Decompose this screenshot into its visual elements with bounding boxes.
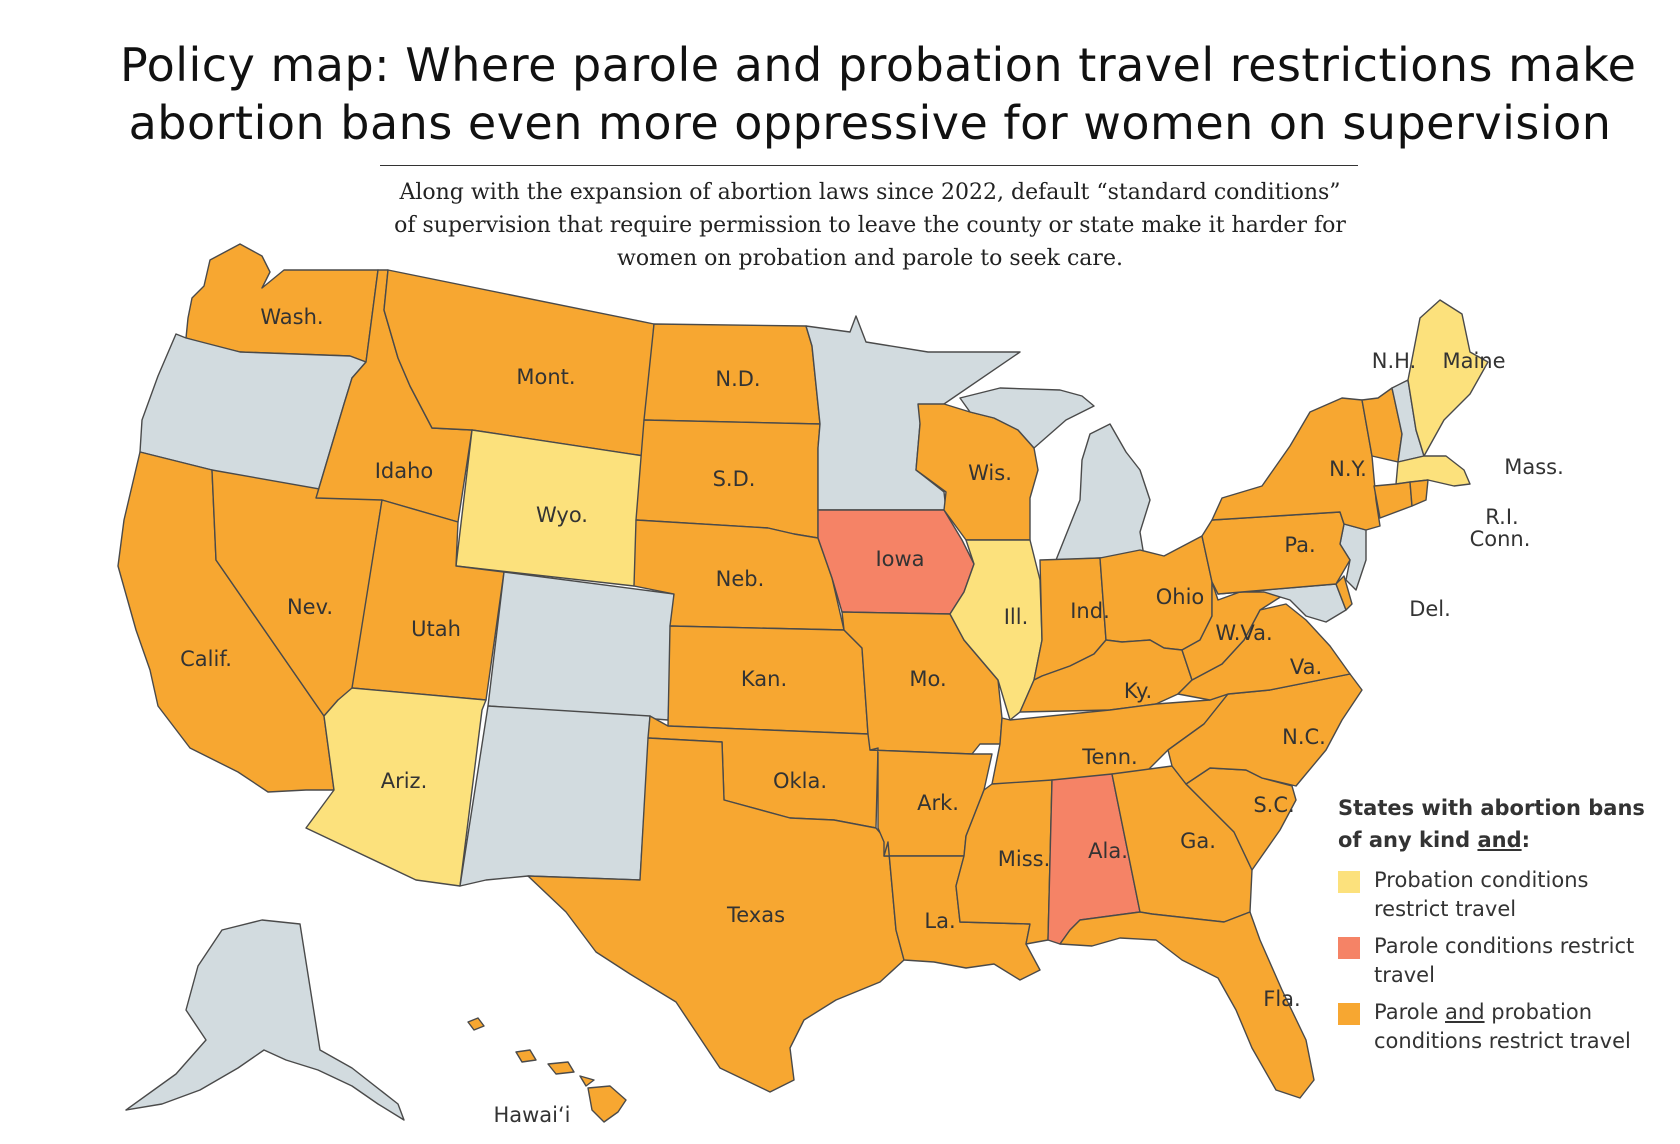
subtitle-line-3: women on probation and parole to seek ca… xyxy=(617,246,1123,271)
subtitle-line-2: of supervision that require permission t… xyxy=(394,213,1346,238)
title-line-2: abortion bans even more oppressive for w… xyxy=(128,96,1612,150)
state-neb xyxy=(633,519,845,631)
label-ri: R.I. xyxy=(1485,505,1518,529)
legend-label-both-part-a: Parole xyxy=(1374,1000,1446,1024)
label-ky: Ky. xyxy=(1124,679,1152,703)
label-nd: N.D. xyxy=(715,367,760,391)
label-wis: Wis. xyxy=(968,461,1012,485)
label-kan: Kan. xyxy=(741,667,787,691)
legend-label-parole-line-2: travel xyxy=(1374,963,1435,987)
label-ariz: Ariz. xyxy=(381,769,428,793)
label-la: La. xyxy=(924,909,955,933)
label-iowa: Iowa xyxy=(875,547,924,571)
legend-label-probation-line-2: restrict travel xyxy=(1374,897,1517,921)
page-title: Policy map: Where parole and probation t… xyxy=(120,36,1637,152)
label-wyo: Wyo. xyxy=(536,503,588,527)
legend-title-colon: : xyxy=(1521,828,1531,852)
label-ark: Ark. xyxy=(917,791,959,815)
label-ill: Ill. xyxy=(1004,605,1029,629)
label-ala: Ala. xyxy=(1088,839,1128,863)
label-sc: S.C. xyxy=(1253,793,1294,817)
label-idaho: Idaho xyxy=(375,459,434,483)
state-alaska xyxy=(125,919,405,1121)
state-ariz xyxy=(305,687,487,887)
legend: States with abortion bans of any kind an… xyxy=(1338,792,1668,1064)
subtitle: Along with the expansion of abortion law… xyxy=(360,176,1380,275)
legend-swatch-probation xyxy=(1338,871,1360,893)
label-ga: Ga. xyxy=(1180,829,1216,853)
state-texas xyxy=(527,737,905,1093)
legend-label-both-line-2: conditions restrict travel xyxy=(1374,1029,1631,1053)
legend-swatch-parole xyxy=(1338,937,1360,959)
legend-item-probation: Probation conditions restrict travel xyxy=(1338,866,1668,924)
label-nc: N.C. xyxy=(1282,725,1326,749)
state-nm xyxy=(459,705,651,887)
legend-title: States with abortion bans of any kind an… xyxy=(1338,792,1668,856)
state-labels: Wash. Mont. N.D. Idaho Wyo. S.D. Nev. Ut… xyxy=(180,305,1564,1127)
state-wash xyxy=(185,243,379,363)
title-line-1: Policy map: Where parole and probation t… xyxy=(120,38,1637,92)
label-hawaii: Hawai‘i xyxy=(493,1103,570,1127)
state-maine xyxy=(1407,299,1489,457)
label-mo: Mo. xyxy=(909,667,946,691)
label-wash: Wash. xyxy=(260,305,323,329)
label-va: Va. xyxy=(1290,655,1322,679)
label-mass: Mass. xyxy=(1504,455,1564,479)
state-conn xyxy=(1373,481,1413,519)
legend-title-line-2: of any kind xyxy=(1338,828,1478,852)
label-miss: Miss. xyxy=(998,847,1051,871)
label-nh: N.H. xyxy=(1372,349,1416,373)
label-ind: Ind. xyxy=(1070,599,1110,623)
label-utah: Utah xyxy=(411,617,461,641)
legend-item-parole: Parole conditions restrict travel xyxy=(1338,932,1668,990)
legend-swatch-both xyxy=(1338,1003,1360,1025)
state-pa xyxy=(1201,511,1351,595)
label-nev: Nev. xyxy=(287,595,333,619)
legend-label-both-part-b: probation xyxy=(1484,1000,1593,1024)
legend-title-line-1: States with abortion bans xyxy=(1338,796,1645,820)
state-hawaii xyxy=(467,1017,627,1123)
label-okla: Okla. xyxy=(773,769,827,793)
legend-label-both-and: and xyxy=(1445,1000,1485,1024)
label-wva: W.Va. xyxy=(1215,621,1272,645)
legend-title-and: and xyxy=(1477,828,1522,852)
legend-label-probation-line-1: Probation conditions xyxy=(1374,868,1589,892)
state-ri xyxy=(1409,479,1429,507)
label-ny: N.Y. xyxy=(1329,457,1367,481)
state-fla xyxy=(1059,911,1315,1099)
label-fla: Fla. xyxy=(1263,987,1300,1011)
label-del: Del. xyxy=(1409,597,1451,621)
label-pa: Pa. xyxy=(1284,533,1315,557)
state-del xyxy=(1335,575,1353,611)
state-shapes xyxy=(117,243,1489,1123)
label-conn: Conn. xyxy=(1470,527,1531,551)
label-neb: Neb. xyxy=(716,567,765,591)
legend-item-both: Parole and probation conditions restrict… xyxy=(1338,998,1668,1056)
label-mont: Mont. xyxy=(516,365,575,389)
label-sd: S.D. xyxy=(713,467,756,491)
state-mich xyxy=(959,387,1151,561)
subtitle-line-1: Along with the expansion of abortion law… xyxy=(399,180,1341,205)
state-mass xyxy=(1395,455,1471,487)
label-maine: Maine xyxy=(1442,349,1505,373)
label-tenn: Tenn. xyxy=(1081,745,1137,769)
label-texas: Texas xyxy=(726,903,785,927)
legend-label-parole-line-1: Parole conditions restrict xyxy=(1374,934,1635,958)
title-divider xyxy=(380,165,1358,166)
state-colo xyxy=(487,571,675,721)
label-ohio: Ohio xyxy=(1156,585,1205,609)
label-calif: Calif. xyxy=(180,647,232,671)
